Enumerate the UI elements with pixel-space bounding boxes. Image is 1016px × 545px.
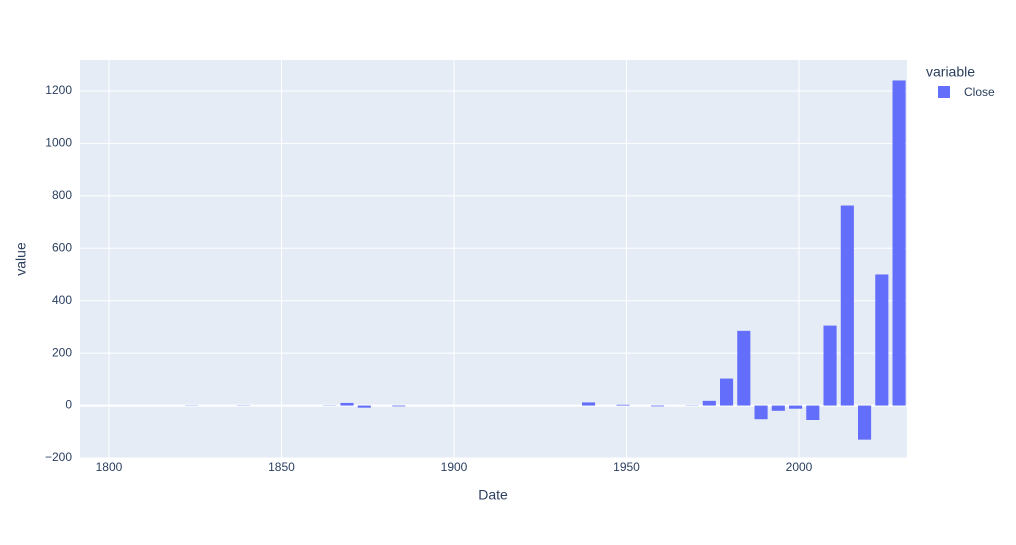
plot-area (80, 60, 907, 458)
bar (651, 406, 664, 407)
bar (806, 406, 819, 420)
legend-swatch (938, 86, 950, 98)
y-tick-label: 600 (52, 240, 72, 254)
x-tick-label: 1900 (441, 460, 468, 474)
y-tick-label: 200 (52, 345, 72, 359)
y-axis-title: value (13, 242, 29, 276)
bar (392, 406, 405, 407)
y-tick-label: −200 (45, 450, 72, 464)
bar (824, 326, 837, 406)
legend-label: Close (964, 85, 995, 99)
bar (858, 406, 871, 440)
legend-title: variable (926, 64, 975, 80)
bar (582, 402, 595, 405)
bar (755, 406, 768, 420)
bar (789, 406, 802, 409)
bar (737, 331, 750, 406)
bar (893, 80, 906, 405)
bar (703, 401, 716, 406)
bar (841, 206, 854, 406)
bar (875, 274, 888, 405)
bar (340, 403, 353, 406)
x-tick-label: 2000 (786, 460, 813, 474)
bar (358, 406, 371, 408)
y-tick-label: 800 (52, 188, 72, 202)
x-tick-label: 1850 (268, 460, 295, 474)
y-tick-label: 400 (52, 293, 72, 307)
x-axis-title: Date (478, 487, 508, 503)
bar (720, 379, 733, 406)
x-tick-label: 1800 (96, 460, 123, 474)
y-tick-label: 0 (65, 398, 72, 412)
bar (772, 406, 785, 411)
y-tick-label: 1200 (45, 83, 72, 97)
y-tick-label: 1000 (45, 136, 72, 150)
bar (616, 405, 629, 406)
x-tick-label: 1950 (613, 460, 640, 474)
